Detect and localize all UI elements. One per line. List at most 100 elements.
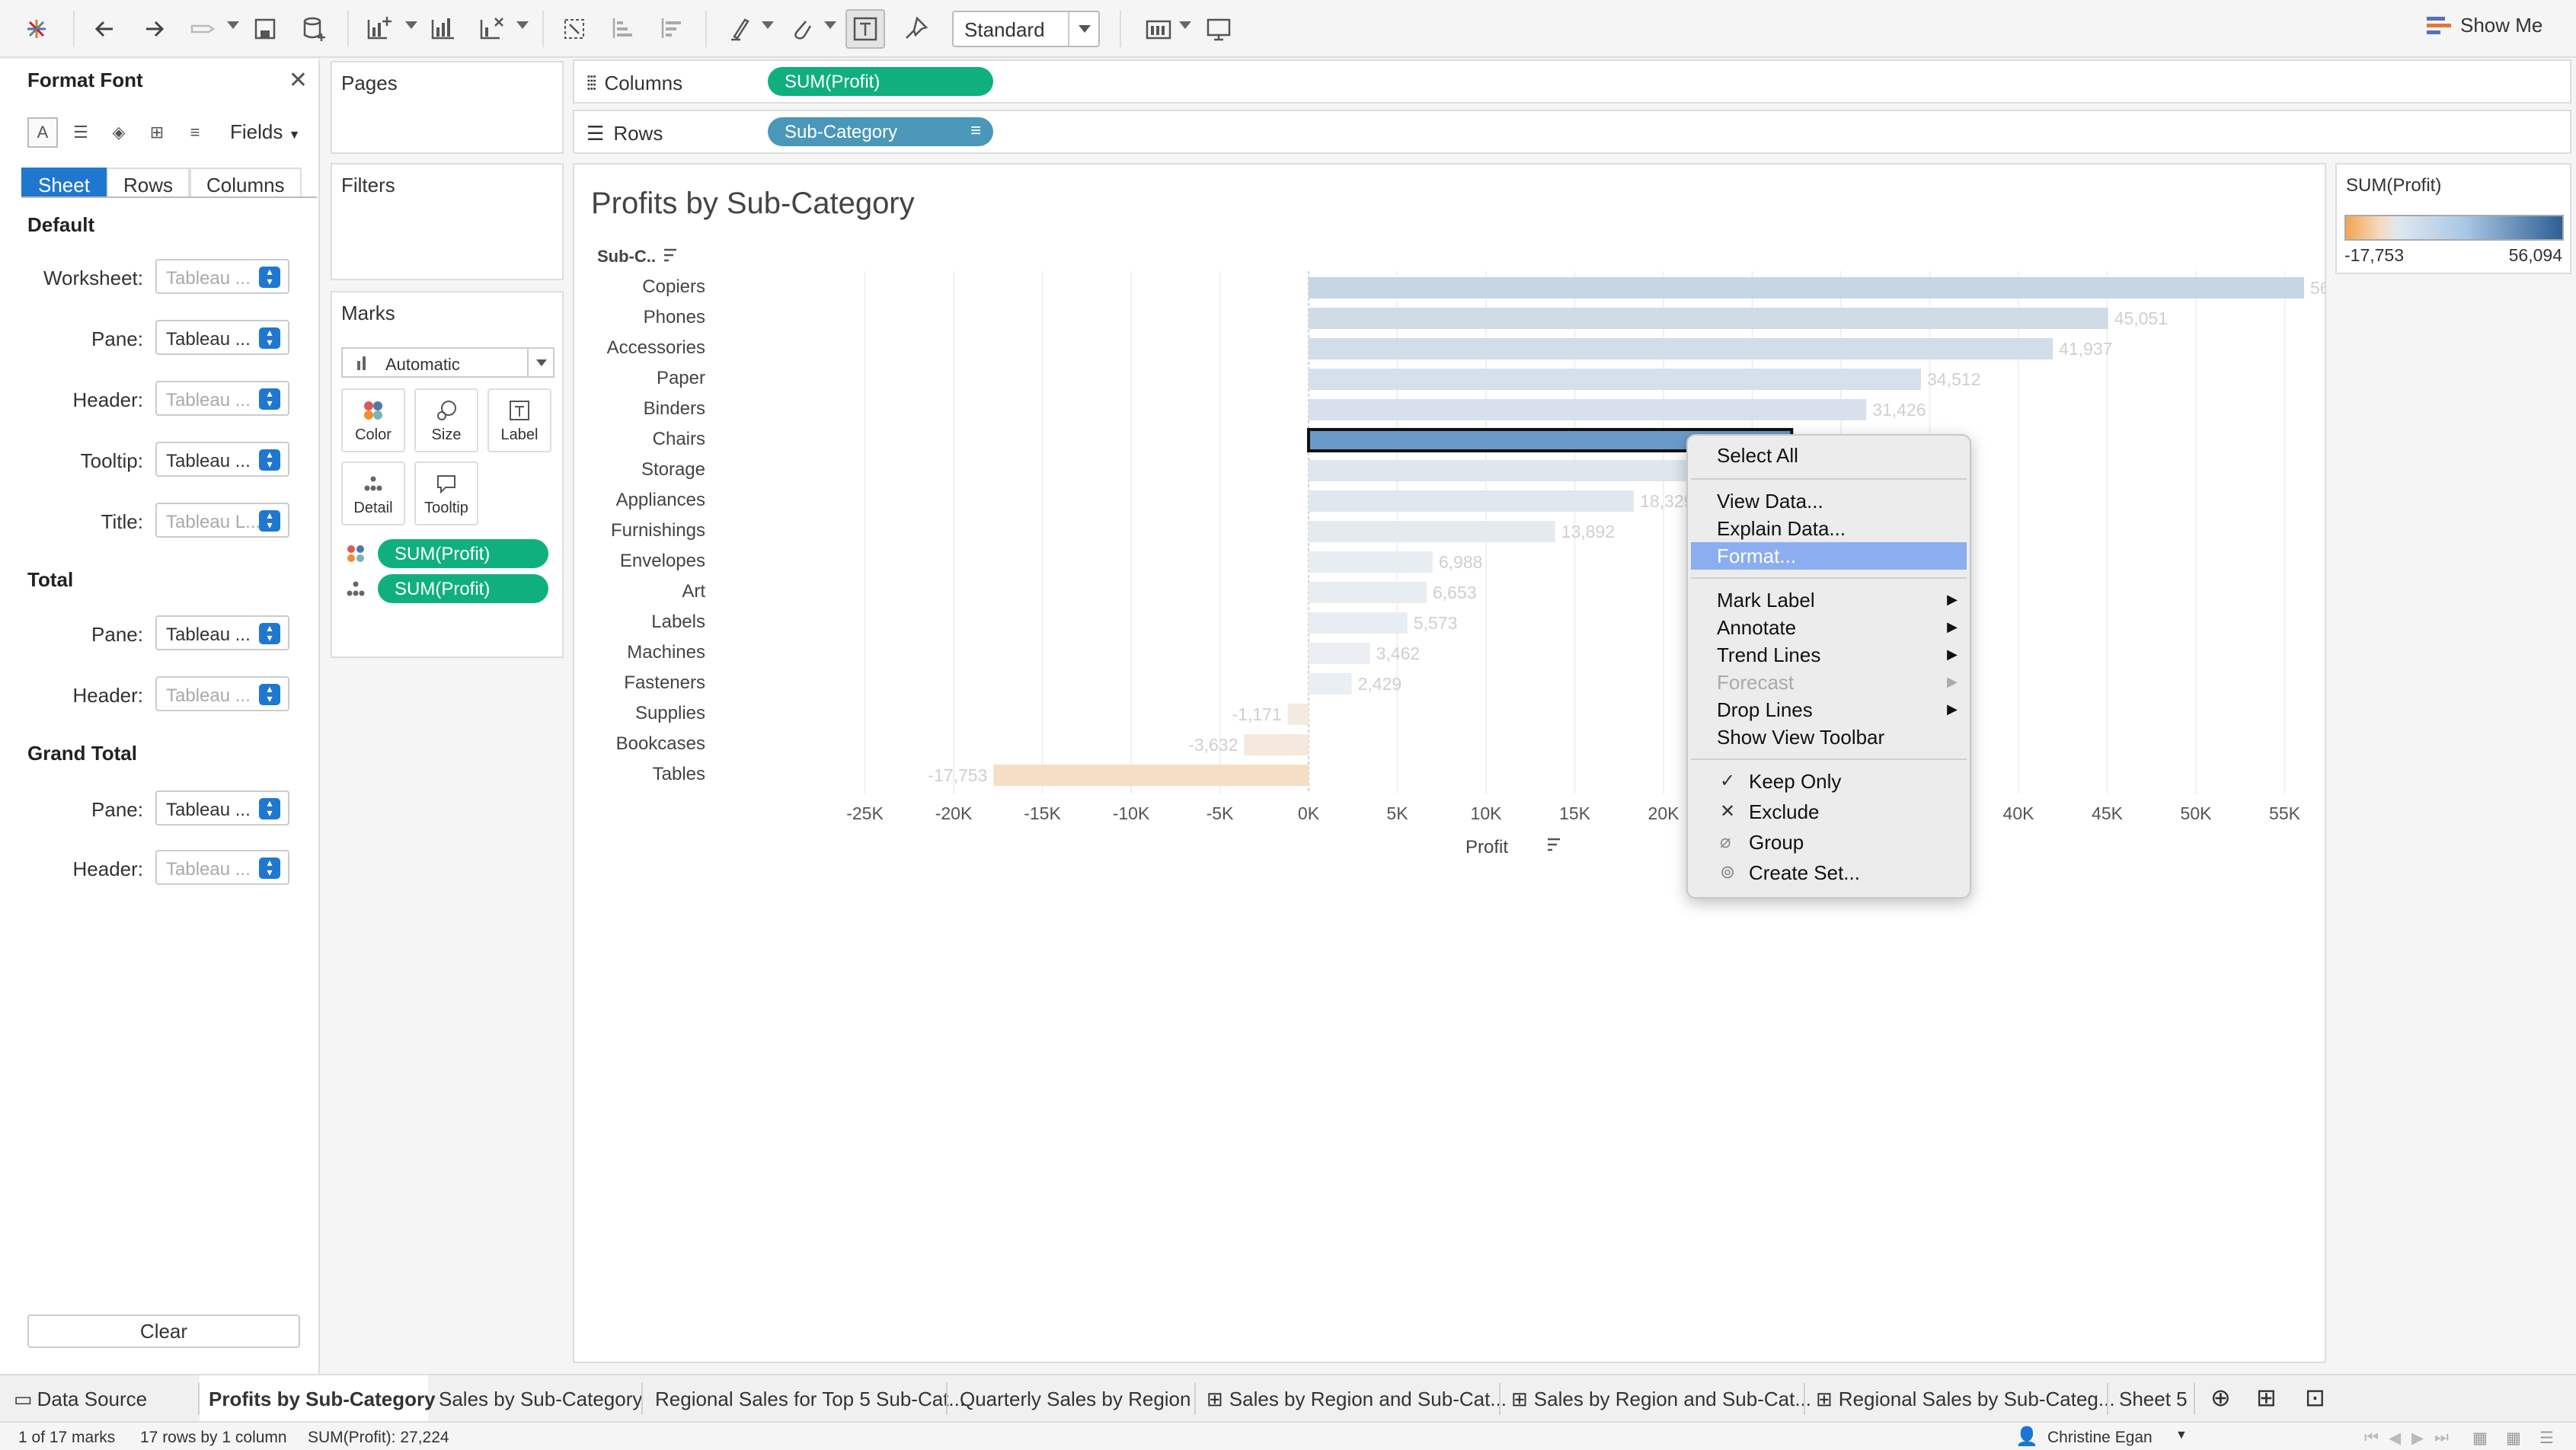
tab-columns[interactable]: Columns	[189, 168, 302, 196]
category-label[interactable]: Machines	[627, 642, 705, 663]
tab-quarterly-sales-by-region[interactable]: Quarterly Sales by Region	[960, 1388, 1191, 1410]
tab-sheet-5[interactable]: Sheet 5	[2119, 1388, 2188, 1410]
row-header[interactable]: Sub-C..	[597, 247, 676, 266]
swap-icon[interactable]	[555, 9, 594, 49]
clear-button[interactable]: Clear	[27, 1314, 300, 1348]
borders-format-icon[interactable]: ⊞	[149, 123, 165, 142]
font-format-icon[interactable]: A	[27, 117, 58, 148]
show-cards-icon[interactable]	[1139, 9, 1179, 49]
redo-icon[interactable]	[134, 9, 174, 49]
next-page-icon[interactable]: ▶	[2411, 1429, 2424, 1447]
tab-regional-sales-top-5[interactable]: Regional Sales for Top 5 Sub-Cat...	[655, 1388, 966, 1410]
bar[interactable]	[993, 765, 1309, 786]
detail-button[interactable]: Detail	[341, 462, 405, 525]
font-select[interactable]: Tableau ... ▴ ▾	[155, 615, 289, 650]
bar[interactable]	[1309, 551, 1433, 573]
duplicate-icon[interactable]	[423, 9, 463, 49]
tab-regional-sales-by-sub-categ[interactable]: ⊞ Regional Sales by Sub-Categ...	[1816, 1375, 2115, 1423]
menu-item-view-data[interactable]: View Data...	[1717, 490, 1823, 513]
new-story-tab-icon[interactable]: ⊡	[2305, 1384, 2325, 1411]
group-icon[interactable]	[781, 9, 821, 49]
tab-sheet[interactable]: Sheet	[21, 168, 107, 196]
columns-pill[interactable]: SUM(Profit)	[768, 67, 993, 96]
first-page-icon[interactable]: ⏮	[2364, 1429, 2379, 1446]
highlight-icon[interactable]	[721, 9, 760, 49]
columns-shelf[interactable]: ⦙⦙⦙ Columns SUM(Profit)	[573, 59, 2571, 104]
tooltip-button[interactable]: Tooltip	[414, 462, 478, 525]
lines-format-icon[interactable]: ≡	[190, 123, 200, 142]
clear-sheet-icon[interactable]	[472, 9, 512, 49]
font-select[interactable]: Tableau L... ▴ ▾	[155, 503, 289, 538]
marks-label-pill[interactable]: SUM(Profit)	[378, 574, 548, 603]
new-datasource-icon[interactable]	[294, 9, 334, 49]
marks-color-pill[interactable]: SUM(Profit)	[378, 539, 548, 568]
tab-rows[interactable]: Rows	[106, 168, 190, 196]
bar[interactable]	[1309, 399, 1867, 420]
rows-pill[interactable]: Sub-Category ≡	[768, 117, 993, 146]
font-select[interactable]: Tableau ... ▴ ▾	[155, 850, 289, 885]
menu-item-select-all[interactable]: Select All	[1717, 444, 1798, 467]
replay-icon[interactable]	[183, 9, 222, 49]
menu-item-show-view-toolbar[interactable]: Show View Toolbar	[1717, 726, 1885, 749]
new-dashboard-tab-icon[interactable]: ⊞	[2256, 1384, 2277, 1411]
color-button[interactable]: Color	[341, 388, 405, 452]
bar[interactable]	[1309, 612, 1408, 634]
category-label[interactable]: Copiers	[642, 276, 705, 297]
menu-item-exclude[interactable]: ✕ Exclude	[1691, 798, 1967, 826]
category-label[interactable]: Envelopes	[620, 551, 705, 571]
menu-item-group[interactable]: ⌀ Group	[1691, 829, 1967, 856]
menu-item-keep-only[interactable]: ✓ Keep Only	[1691, 768, 1967, 795]
sort-ascending-icon[interactable]	[603, 9, 643, 49]
chevron-down-icon[interactable]: ▼	[2175, 1429, 2188, 1442]
new-worksheet-tab-icon[interactable]: ⊕	[2210, 1384, 2231, 1411]
filters-card[interactable]: Filters	[331, 163, 564, 280]
show-me-button[interactable]: Show Me	[2427, 14, 2542, 37]
bar[interactable]	[1309, 460, 1686, 481]
tab-sales-by-sub-category[interactable]: Sales by Sub-Category	[439, 1388, 643, 1410]
bar[interactable]	[1309, 490, 1635, 512]
pin-icon[interactable]	[896, 9, 935, 49]
last-page-icon[interactable]: ⏭	[2434, 1429, 2449, 1446]
save-icon[interactable]	[245, 9, 285, 49]
fit-select[interactable]: Standard	[952, 11, 1100, 47]
prev-page-icon[interactable]: ◀	[2389, 1429, 2402, 1447]
bar[interactable]	[1309, 338, 2053, 359]
font-select[interactable]: Tableau ... ▴ ▾	[155, 442, 289, 477]
menu-item-drop-lines[interactable]: Drop Lines ▶	[1691, 696, 1967, 723]
category-label[interactable]: Fasteners	[624, 672, 705, 693]
filmstrip-view-icon[interactable]: ▦	[2472, 1429, 2488, 1447]
new-worksheet-icon[interactable]	[360, 9, 399, 49]
close-icon[interactable]: ✕	[288, 68, 308, 93]
font-select[interactable]: Tableau ... ▴ ▾	[155, 790, 289, 826]
shading-format-icon[interactable]: ◈	[112, 123, 126, 142]
sort-descending-icon[interactable]	[652, 9, 692, 49]
bar[interactable]	[1309, 521, 1555, 542]
menu-item-annotate[interactable]: Annotate ▶	[1691, 614, 1967, 641]
tab-sales-by-region-and-sub-cat-2[interactable]: ⊞ Sales by Region and Sub-Cat...	[1511, 1375, 1811, 1423]
size-button[interactable]: Size	[414, 388, 478, 452]
grid-view-icon[interactable]: ▦	[2506, 1429, 2521, 1447]
font-select[interactable]: Tableau ... ▴ ▾	[155, 259, 289, 294]
fields-dropdown[interactable]: Fields ▼	[230, 120, 300, 144]
tab-data-source[interactable]: ▭ Data Source	[14, 1375, 197, 1423]
tab-profits-by-sub-category[interactable]: Profits by Sub-Category	[200, 1375, 436, 1423]
menu-item-trend-lines[interactable]: Trend Lines ▶	[1691, 641, 1967, 669]
status-user[interactable]: Christine Egan	[2047, 1429, 2153, 1446]
menu-item-mark-label[interactable]: Mark Label ▶	[1691, 586, 1967, 614]
category-label[interactable]: Furnishings	[611, 520, 705, 541]
category-label[interactable]: Binders	[644, 398, 705, 419]
category-label[interactable]: Labels	[651, 612, 705, 632]
font-select[interactable]: Tableau ... ▴ ▾	[155, 676, 289, 711]
category-label[interactable]: Accessories	[607, 337, 705, 358]
category-label[interactable]: Chairs	[653, 429, 705, 449]
rows-shelf[interactable]: ☰ Rows Sub-Category ≡	[573, 110, 2571, 154]
bar[interactable]	[1309, 277, 2304, 299]
presentation-icon[interactable]	[1199, 9, 1238, 49]
category-label[interactable]: Storage	[641, 459, 705, 480]
category-label[interactable]: Phones	[644, 307, 705, 327]
menu-item-create-set[interactable]: ⊚ Create Set...	[1691, 859, 1967, 886]
bar[interactable]	[1309, 308, 2108, 329]
bar[interactable]	[1309, 673, 1352, 695]
tableau-logo-icon[interactable]	[17, 9, 56, 49]
bar[interactable]	[1309, 582, 1427, 603]
